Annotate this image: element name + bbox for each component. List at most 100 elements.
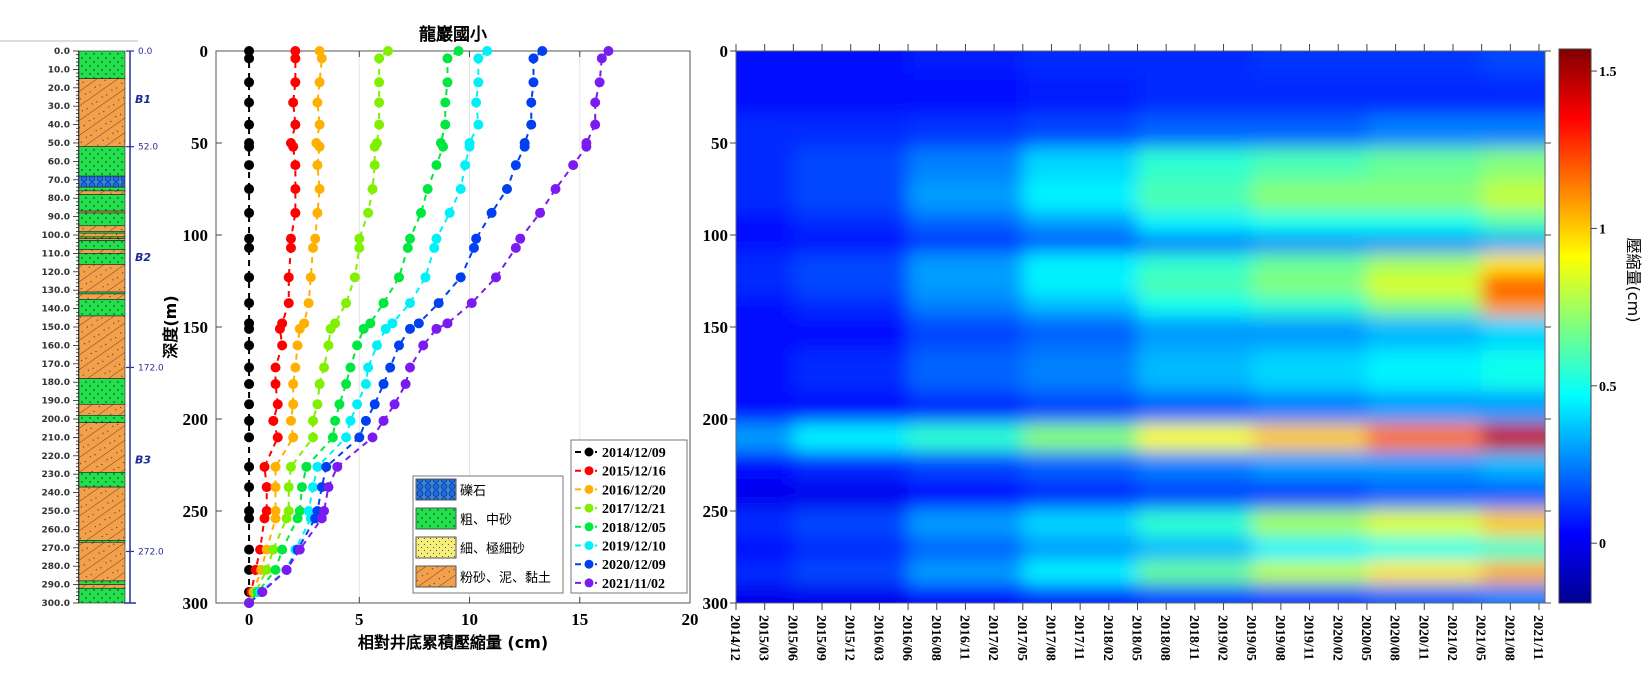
data-point [345,362,356,373]
heatmap-cell [1022,295,1139,317]
data-point [270,482,281,493]
heatmap-cell [1366,350,1483,393]
x-tick-label: 2020/08 [1387,615,1402,661]
data-point [244,544,255,555]
data-point [405,362,416,373]
y-tick-label: 300 [703,594,729,613]
data-point [374,119,385,130]
layer-sand [78,378,126,405]
heatmap-cell [1366,560,1483,586]
heatmap-cell [1252,315,1368,351]
heatmap-cell [1137,147,1254,181]
heatmap-cell [1252,274,1368,297]
heatmap-cell [1252,51,1368,75]
data-point [369,141,380,152]
depth-tick-label: 290.0 [42,581,70,591]
y-tick-label: 100 [703,226,729,245]
data-point [244,272,255,283]
heatmap-smooth [736,51,1545,603]
data-point [283,482,294,493]
data-point [330,415,341,426]
heatmap-cell [1252,74,1368,117]
data-point [327,432,338,443]
heatmap-cell [736,179,795,213]
data-point [526,119,537,130]
y-tick-label: 100 [183,226,209,245]
data-point [471,233,482,244]
legend-marker [584,559,594,569]
data-point [283,298,294,309]
data-point [244,160,255,171]
heatmap-cell [1252,115,1368,149]
legend-marker [584,522,594,532]
data-point [290,184,301,194]
data-point [244,323,255,334]
x-tick-label: 2021/02 [1444,615,1459,661]
data-point [283,272,294,283]
heatmap-cell [1022,252,1139,276]
heatmap-cell [1137,51,1254,75]
y-tick-label: 200 [183,410,209,429]
heatmap-cell [1481,234,1545,254]
data-point [244,207,255,218]
heatmap-cell [1022,212,1139,236]
x-tick-label: 2016/11 [956,615,971,660]
x-tick-label: 2018/11 [1186,615,1201,660]
data-point [431,323,442,334]
depth-tick-label: 220.0 [42,452,70,462]
heatmap-cell [1481,350,1545,393]
heatmap-cell [1366,315,1483,351]
heatmap-cell [908,295,1024,317]
data-point [363,207,374,218]
heatmap-cell [1366,51,1483,75]
legend-entry: 2016/12/20 [602,483,666,498]
data-point [244,77,255,88]
layer-clay [78,78,126,147]
x-axis-label: 相對井底累積壓縮量 (cm) [358,633,548,652]
data-point [413,318,424,329]
heatmap-cell [736,423,795,453]
layer-sand [78,415,126,423]
heatmap-cell [1022,536,1139,562]
data-point [354,233,365,244]
heatmap-cell [1366,478,1483,511]
heatmap-cell [1481,51,1545,75]
legend-marker [584,484,594,494]
data-point [603,46,614,56]
layer-sand [78,212,126,227]
data-point [438,141,449,152]
x-tick-label: 2017/11 [1071,615,1086,660]
heatmap-cell [1137,252,1254,276]
data-point [270,379,281,390]
unit-label: B2 [135,251,151,264]
data-point [244,242,255,253]
depth-tick-label: 260.0 [42,525,70,535]
heatmap-cell [736,509,795,538]
heatmap-cell [1137,451,1254,480]
data-point [385,362,396,373]
data-point [244,482,255,493]
heatmap-cell [1366,391,1483,425]
data-point [345,415,356,426]
data-point [319,362,330,373]
heatmap-cell [736,147,795,181]
data-point [380,323,391,334]
heatmap-cell [1366,274,1483,297]
data-point [596,53,607,64]
heatmap-cell [1252,509,1368,538]
data-point [371,340,382,351]
data-point [468,242,479,253]
heatmap-cell [1481,536,1545,562]
heatmap-cell [1481,451,1545,480]
data-point [290,362,301,373]
data-point [482,46,493,56]
heatmap-cell [736,350,795,393]
x-tick-label: 20 [682,610,699,629]
heatmap-cell [736,315,795,351]
legend-marker [584,466,594,476]
heatmap-cell [736,74,795,117]
y-tick-label: 150 [183,318,209,337]
data-point [352,399,363,410]
data-point [292,513,303,524]
depth-tick-label: 150.0 [42,323,70,333]
